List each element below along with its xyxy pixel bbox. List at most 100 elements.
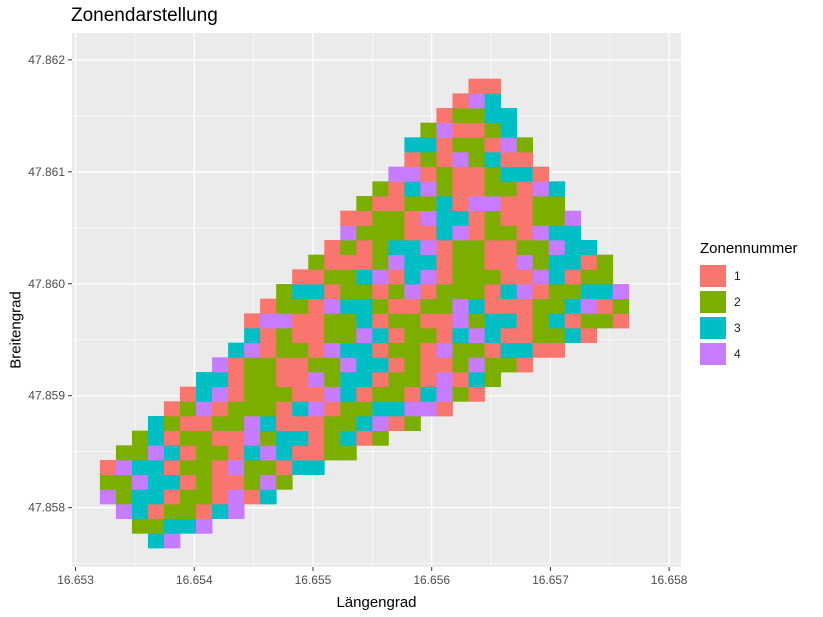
zone-cell-2 [356,225,373,241]
zone-cell-1 [484,283,501,300]
zone-cell-1 [388,327,405,344]
zone-cell-3 [580,283,598,300]
zone-cell-2 [532,313,550,329]
legend-key-4 [700,343,726,365]
zone-cell-1 [292,386,309,402]
zone-cell-3 [548,269,566,285]
zone-cell-1 [356,254,373,270]
zone-cell-3 [484,152,501,168]
zone-cell-3 [244,445,261,461]
legend-label-2: 2 [734,295,741,309]
zone-cell-2 [131,518,149,534]
zone-cell-2 [468,269,485,285]
zone-cell-2 [420,298,437,314]
zone-cell-3 [436,225,453,241]
zone-cell-2 [436,166,453,182]
zone-cell-2 [180,459,197,476]
zone-cell-2 [356,401,373,417]
zone-cell-2 [484,225,501,241]
zone-cell-2 [564,283,582,300]
zone-cell-1 [212,459,229,476]
zone-cell-3 [164,474,181,490]
zone-cell-1 [164,401,181,417]
zone-cell-4 [404,283,421,300]
zone-cell-2 [180,503,197,520]
zone-cell-4 [99,489,117,505]
zone-cell-1 [516,298,534,314]
zone-cell-2 [468,342,485,358]
zone-cell-3 [147,474,165,490]
zone-cell-2 [516,239,534,256]
zone-cell-1 [500,269,517,285]
zone-cell-2 [580,313,598,329]
zone-cell-1 [404,225,421,241]
zone-cell-4 [532,181,550,197]
zone-cell-3 [131,459,149,476]
zone-cell-2 [532,327,550,344]
zone-cell-1 [212,401,229,417]
zone-cell-3 [164,518,181,534]
zone-cell-1 [516,313,534,329]
zone-cell-2 [452,283,469,300]
zone-cell-1 [356,210,373,226]
zone-cell-2 [212,445,229,461]
zone-cell-2 [452,357,469,373]
y-axis-label: Breitengrad [7,291,25,369]
zone-cell-1 [308,415,325,432]
zone-cell-3 [564,254,582,270]
zone-cell-1 [500,239,517,256]
zone-cell-3 [548,181,566,197]
zone-cell-3 [420,386,437,402]
zone-cell-1 [436,254,453,270]
zone-cell-2 [292,298,309,314]
zone-cell-1 [180,386,197,402]
zone-cell-3 [196,371,213,388]
zone-cell-3 [404,269,421,285]
zone-cell-4 [436,342,453,358]
zone-cell-2 [180,489,197,505]
zone-cell-3 [340,342,357,358]
zone-cell-2 [404,415,421,432]
zone-cell-3 [292,459,309,476]
zone-cell-4 [516,283,534,300]
zone-cell-3 [356,342,373,358]
zone-cell-4 [115,503,133,520]
zone-cell-2 [324,371,341,388]
zone-cell-3 [468,298,485,314]
zone-cell-2 [468,152,485,168]
zone-cell-2 [196,489,213,505]
zone-cell-2 [228,415,245,432]
zone-cell-2 [340,269,357,285]
zone-cell-4 [436,371,453,388]
zone-cell-1 [436,401,453,417]
zone-cell-4 [228,503,245,520]
zone-cell-1 [308,445,325,461]
zone-cell-1 [228,445,245,461]
x-tick-label: 16.655 [295,573,332,587]
zone-cell-4 [131,474,149,490]
zone-cell-1 [324,254,341,270]
zone-cell-2 [500,181,517,197]
x-tick-label: 16.656 [413,573,450,587]
zone-cell-1 [308,430,325,446]
zone-cell-4 [372,415,389,432]
zone-cell-4 [260,313,277,329]
zone-cell-2 [596,254,614,270]
zone-cell-2 [484,122,501,138]
zone-cell-2 [276,342,293,358]
zone-cell-4 [340,225,357,241]
zone-cell-1 [324,401,341,417]
zone-cell-1 [212,474,229,490]
zone-cell-3 [420,254,437,270]
zone-cell-4 [452,225,469,241]
zone-cell-2 [548,210,566,226]
zone-cell-1 [244,489,261,505]
zone-cell-3 [404,181,421,197]
zone-cell-1 [500,298,517,314]
zone-cell-4 [532,269,550,285]
zone-cell-3 [500,313,517,329]
zone-cell-2 [468,283,485,300]
legend-key-2 [700,291,726,313]
zone-cell-3 [388,401,405,417]
